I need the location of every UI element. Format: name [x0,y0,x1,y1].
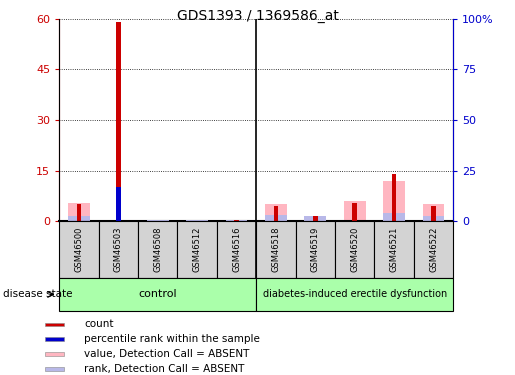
Text: disease state: disease state [3,290,72,299]
Text: GSM46512: GSM46512 [193,226,201,272]
Bar [59,278,256,311]
Bar [45,338,64,341]
Bar [352,202,357,221]
Bar [234,220,239,221]
Bar [374,221,414,278]
Bar [423,204,444,221]
Bar [186,220,208,221]
Bar [256,278,453,311]
Bar [217,221,256,278]
Bar [265,204,287,221]
Bar [45,322,64,326]
Bar [273,206,278,221]
Text: GSM46518: GSM46518 [271,226,280,272]
Text: count: count [84,319,114,329]
Text: rank, Detection Call = ABSENT: rank, Detection Call = ABSENT [84,364,245,374]
Text: GSM46508: GSM46508 [153,226,162,272]
Text: GSM46519: GSM46519 [311,226,320,272]
Text: GSM46521: GSM46521 [390,226,399,272]
Bar [423,216,444,221]
Bar [344,201,366,221]
Text: control: control [139,290,177,299]
Text: percentile rank within the sample: percentile rank within the sample [84,334,261,344]
Bar [313,216,318,221]
Text: GSM46516: GSM46516 [232,226,241,272]
Bar [265,214,287,221]
Bar [99,221,138,278]
Text: GSM46520: GSM46520 [350,226,359,272]
Bar [68,202,90,221]
Text: GSM46503: GSM46503 [114,226,123,272]
Bar [116,22,121,221]
Bar [59,221,99,278]
Bar [383,181,405,221]
Bar [156,220,160,221]
Bar [77,204,81,221]
Bar [68,216,90,221]
Bar [226,220,247,221]
Bar [138,221,177,278]
Bar [304,216,326,221]
Text: diabetes-induced erectile dysfunction: diabetes-induced erectile dysfunction [263,290,447,299]
Bar [177,221,217,278]
Bar [195,220,199,221]
Bar [392,174,397,221]
Bar [383,213,405,221]
Bar [147,220,168,221]
Text: GSM46522: GSM46522 [429,226,438,272]
Bar [335,221,374,278]
Text: GDS1393 / 1369586_at: GDS1393 / 1369586_at [177,9,338,23]
Bar [431,206,436,221]
Bar [45,367,64,370]
Bar [414,221,453,278]
Text: GSM46500: GSM46500 [75,226,83,272]
Text: value, Detection Call = ABSENT: value, Detection Call = ABSENT [84,349,250,359]
Bar [116,187,121,221]
Bar [256,221,296,278]
Bar [45,352,64,356]
Bar [296,221,335,278]
